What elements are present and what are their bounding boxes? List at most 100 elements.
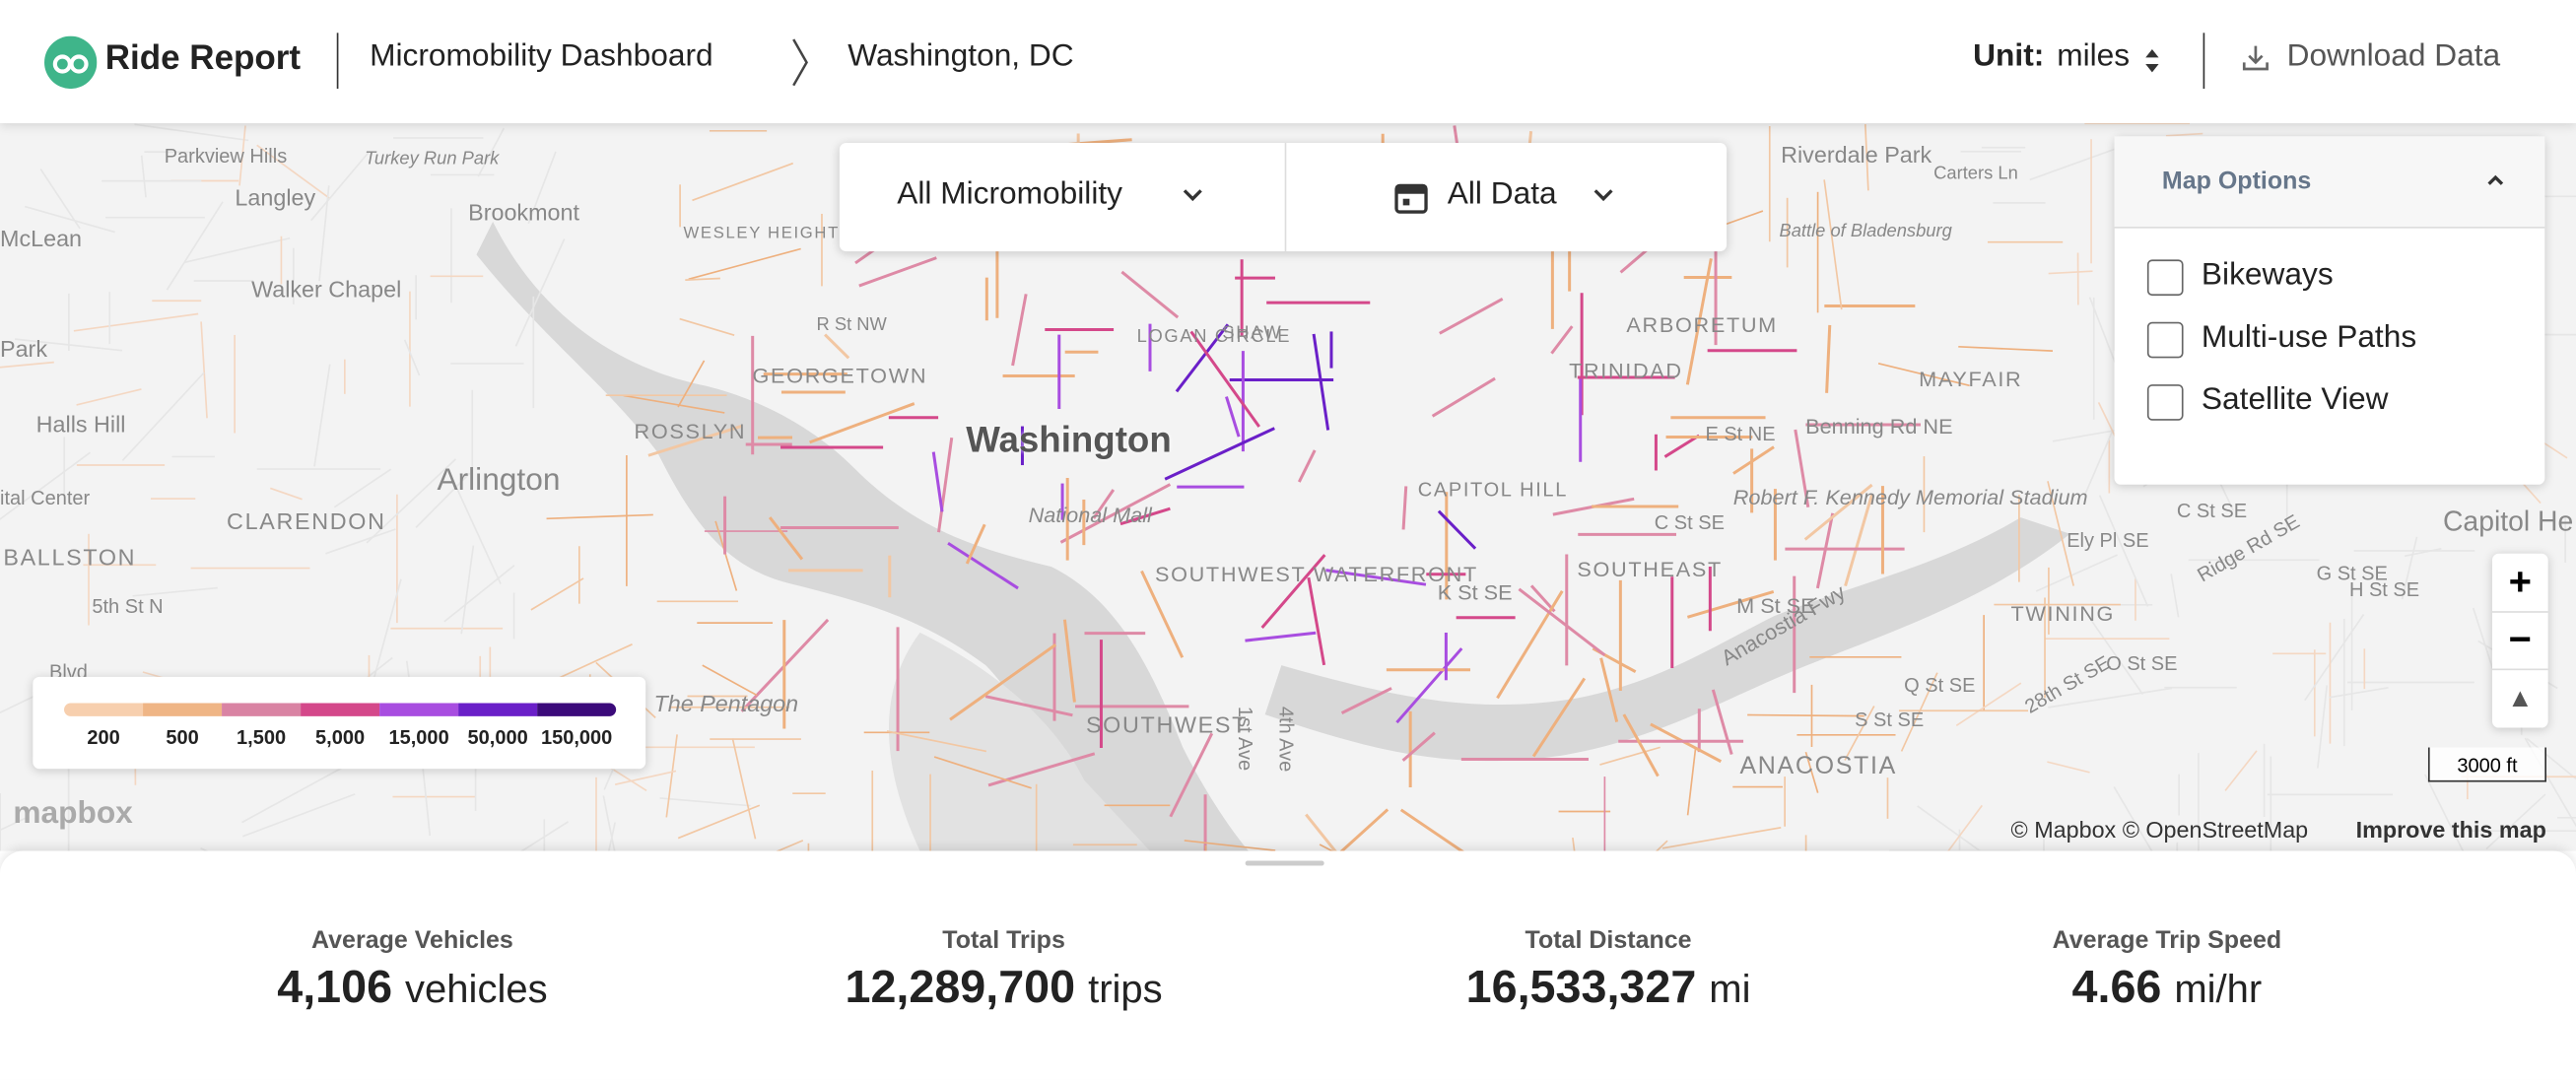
checkbox[interactable] [2146,384,2184,421]
road [1120,270,1180,319]
water [1264,517,2070,762]
road [1325,569,1427,586]
legend-label: 1,500 [237,725,287,750]
road [809,402,915,444]
drag-handle[interactable] [1245,860,1324,866]
mode-filter[interactable]: All Micromobility [897,177,1123,213]
map-label: Battle of Bladensburg [1779,222,1952,242]
road [937,437,954,533]
download-button[interactable]: Download Data [2286,39,2501,75]
road [1599,657,1619,723]
park [889,632,1150,851]
map-label: Turkey Run Park [365,149,500,169]
map-label: SHAW [1222,323,1283,344]
date-filter[interactable]: All Data [1447,177,1557,213]
zoom-controls: + − ▲ [2491,553,2548,730]
map-label: O St SE [2106,651,2178,676]
options-header[interactable] [2114,136,2545,229]
road [1656,840,1668,851]
road [984,695,1073,717]
road [2047,481,2074,586]
road [1686,749,1697,816]
road [1245,631,1317,642]
stat-value: 12,289,700 [845,961,1076,1012]
improve-link[interactable]: Improve this map [2355,816,2546,844]
road [1794,429,1810,507]
chevron-up [2487,174,2504,185]
stat: Total Distance 16,533,327 mi [1362,926,1855,1013]
road [702,664,758,697]
zoom-out[interactable]: − [2491,611,2548,670]
road [858,256,937,288]
road [608,822,616,851]
road [403,339,421,376]
road [546,513,653,520]
map-label: 5th St N [92,594,164,618]
road [1622,713,1660,777]
road [1900,672,1938,752]
road [1685,258,1713,385]
mapbox-logo[interactable]: mapbox [13,796,133,832]
unit-label: Unit: [1973,39,2045,75]
map-label: LOGAN CIRCLE [1136,326,1292,347]
crumb[interactable]: Micromobility Dashboard [370,39,713,75]
checkbox[interactable] [2146,259,2184,297]
map-label: WESLEY HEIGHTS [683,225,852,243]
road [1401,486,1408,530]
road [1686,590,1775,619]
legend-label: 50,000 [467,725,528,750]
road [318,185,330,282]
road [1650,722,1723,764]
option-label: Multi-use Paths [2201,320,2417,356]
map[interactable]: C St SE Capitol He Ridge Rd SE H St SE G St … [0,123,2576,851]
stat-spacer [392,961,405,1012]
divider [1284,143,1287,252]
brand[interactable]: Ride Report [104,39,302,78]
map-label: Robert F. Kennedy Memorial Stadium [1732,484,2088,509]
map-label: SOUTHWEST [1085,710,1249,738]
road [325,528,396,555]
road [1439,298,1504,335]
road [2404,547,2442,558]
filter-bar: All Micromobility All Data [839,143,1728,252]
road [241,793,356,838]
map-label: E St NE [1705,422,1776,445]
attribution[interactable]: © Mapbox © OpenStreetMap [2010,816,2309,844]
road [2048,270,2093,275]
unit-select[interactable]: miles [2057,39,2131,75]
compass[interactable]: ▲ [2491,668,2548,730]
map-label: SOUTHEAST [1577,557,1723,582]
stat-unit: mi/hr [2174,967,2263,1012]
road [1958,345,2054,352]
road [1340,687,1392,714]
road [1529,584,1556,613]
road [2090,620,2144,696]
map-label: ANACOSTIA [1739,752,1897,780]
map-label: McLean [0,225,83,252]
road [2165,132,2203,137]
map-label: Parkview Hills [164,144,288,169]
road [530,577,584,611]
zoom-in[interactable]: + [2508,560,2532,605]
road [1844,493,1874,587]
stats-panel: Average Vehicles 4,106 vehicles Total Trip… [0,850,2576,1080]
road [134,123,249,142]
checkbox[interactable] [2146,321,2184,359]
road [477,127,505,177]
map-label: Carters Ln [1933,164,2018,184]
road [1917,805,1982,851]
road [140,155,147,198]
road [76,388,142,406]
stat-unit: mi [1709,967,1751,1012]
legend-label: 200 [87,725,120,750]
calendar-icon [1394,183,1428,214]
map-label: Park [0,335,48,362]
map-label: G St SE [2316,562,2388,585]
road [1189,330,1260,428]
road [443,565,515,623]
map-label: Brookmont [468,198,579,226]
legend-label: 5,000 [315,725,366,750]
road [1496,590,1564,700]
road [2048,687,2173,709]
